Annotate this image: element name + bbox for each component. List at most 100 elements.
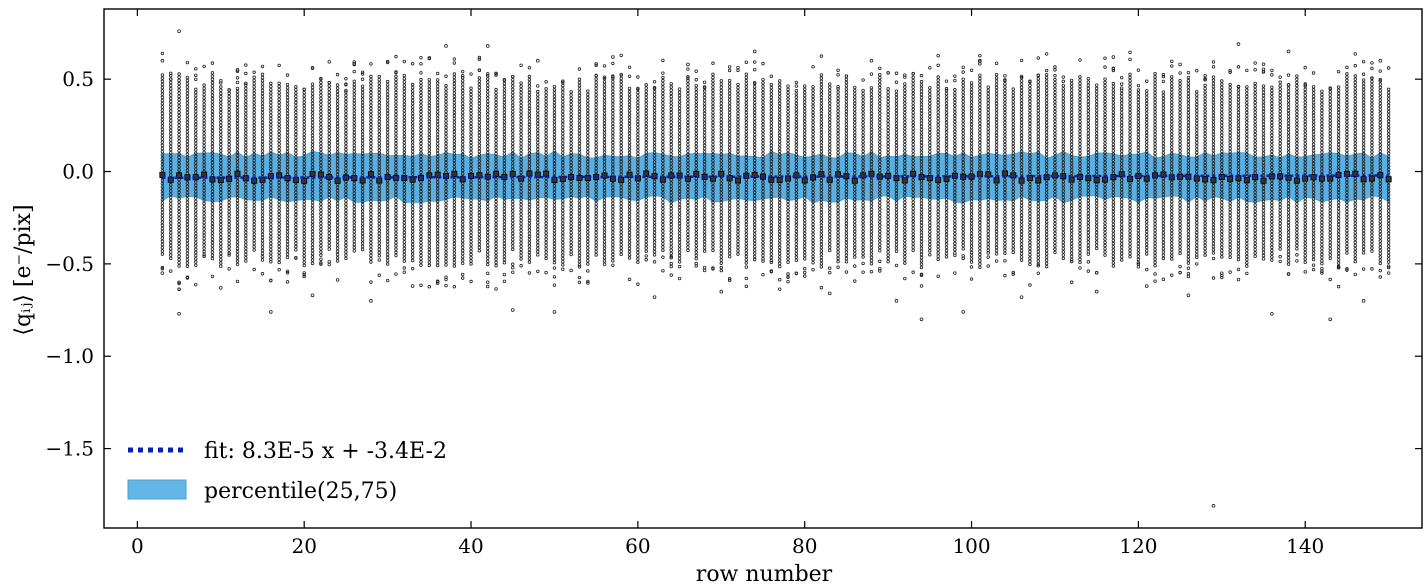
- data-point: [452, 200, 457, 204]
- data-point: [185, 200, 190, 204]
- data-point: [235, 134, 240, 139]
- data-point: [811, 117, 815, 121]
- data-point: [786, 202, 790, 207]
- data-point: [235, 237, 240, 241]
- data-point: [360, 107, 365, 111]
- data-point: [160, 265, 165, 270]
- data-point: [277, 212, 281, 217]
- data-point: [160, 143, 165, 148]
- data-point: [702, 105, 707, 109]
- data-point: [335, 188, 340, 193]
- data-point: [602, 204, 607, 209]
- data-point: [544, 144, 548, 149]
- data-point: [552, 193, 557, 198]
- data-point: [511, 222, 515, 226]
- data-point: [536, 211, 540, 215]
- data-point: [844, 237, 849, 242]
- data-point: [169, 240, 173, 245]
- data-point: [602, 105, 607, 110]
- data-point: [702, 108, 707, 112]
- data-point: [477, 220, 482, 224]
- data-point: [828, 127, 832, 131]
- data-point: [652, 234, 657, 238]
- data-point: [527, 110, 532, 114]
- data-point: [661, 213, 665, 217]
- data-point: [511, 129, 515, 133]
- data-point: [502, 213, 507, 217]
- data-point: [160, 226, 165, 231]
- data-point: [511, 100, 515, 104]
- data-point: [310, 216, 315, 221]
- data-point: [611, 112, 615, 116]
- data-point: [561, 128, 565, 133]
- data-point: [394, 151, 398, 155]
- data-point: [310, 223, 315, 227]
- data-point: [652, 106, 657, 110]
- data-point: [194, 199, 198, 203]
- data-point: [419, 212, 423, 216]
- data-point: [836, 131, 840, 136]
- data-point: [452, 216, 457, 220]
- data-point: [385, 188, 390, 193]
- data-point: [552, 209, 557, 214]
- data-point: [352, 98, 356, 103]
- data-point: [569, 106, 573, 110]
- data-point: [527, 100, 532, 104]
- data-point: [561, 125, 565, 129]
- data-point: [335, 259, 340, 263]
- data-point: [661, 232, 665, 237]
- data-point: [602, 220, 607, 225]
- data-point: [469, 198, 473, 202]
- data-point: [727, 146, 732, 150]
- data-point: [402, 192, 407, 196]
- data-point: [627, 230, 632, 235]
- data-point: [836, 151, 840, 155]
- data-point: [828, 239, 832, 243]
- data-point: [219, 139, 223, 144]
- data-point: [594, 147, 598, 152]
- data-point: [627, 115, 632, 119]
- data-point: [344, 202, 348, 206]
- data-point: [410, 156, 415, 160]
- data-point: [586, 214, 590, 218]
- data-point: [736, 198, 740, 202]
- data-point: [477, 229, 482, 234]
- data-point: [744, 200, 749, 204]
- data-point: [752, 101, 757, 105]
- data-point: [319, 199, 323, 203]
- data-point: [344, 199, 348, 203]
- data-point: [727, 98, 732, 102]
- data-point: [719, 136, 723, 141]
- data-point: [702, 102, 707, 106]
- data-point: [244, 112, 248, 116]
- data-point: [794, 248, 799, 253]
- data-point: [677, 122, 682, 126]
- data-point: [586, 163, 590, 167]
- data-point: [402, 195, 407, 199]
- data-point: [569, 112, 573, 116]
- data-point: [777, 92, 782, 96]
- row-column: [552, 84, 557, 287]
- data-point: [527, 78, 532, 82]
- data-point: [235, 69, 240, 73]
- data-point: [552, 126, 557, 130]
- data-point: [402, 115, 407, 119]
- data-point: [419, 145, 423, 149]
- data-point: [677, 96, 682, 101]
- data-point: [769, 242, 774, 247]
- data-point: [202, 121, 206, 126]
- data-point: [711, 223, 715, 227]
- data-point: [402, 141, 407, 145]
- data-point: [219, 149, 223, 153]
- data-point: [185, 165, 190, 169]
- data-point: [294, 190, 298, 194]
- data-point: [544, 205, 548, 209]
- data-point: [527, 126, 532, 130]
- data-point: [169, 83, 173, 88]
- data-point: [627, 141, 632, 145]
- data-point: [744, 130, 749, 134]
- data-point: [177, 206, 181, 211]
- data-point: [494, 161, 498, 165]
- data-point: [419, 132, 423, 136]
- data-point: [427, 129, 432, 133]
